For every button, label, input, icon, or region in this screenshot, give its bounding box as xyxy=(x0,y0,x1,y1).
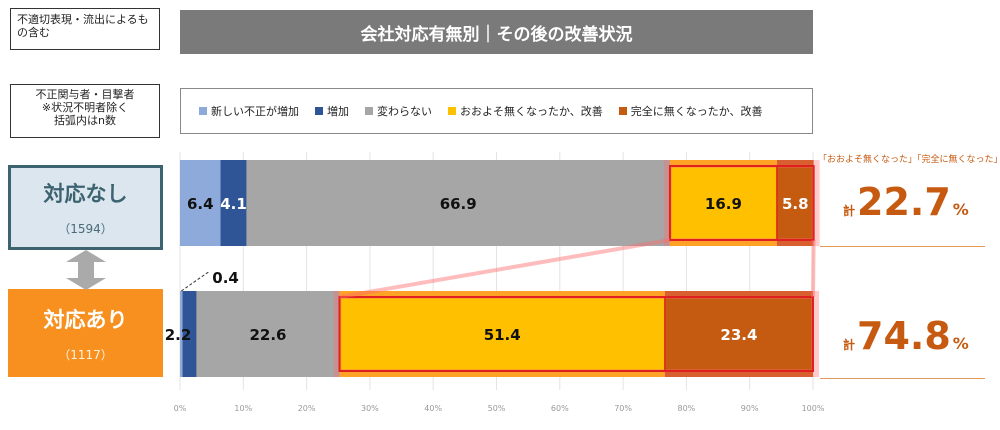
double-arrow-icon xyxy=(66,250,106,290)
legend-label: 完全に無くなったか、改善 xyxy=(630,105,763,118)
legend-swatch xyxy=(365,107,373,115)
total-value: 74.8 xyxy=(857,314,951,358)
legend-item: 新しい不正が増加 xyxy=(199,103,299,119)
legend-label: 変わらない xyxy=(377,105,432,118)
legend: 新しい不正が増加 増加 変わらない おおよそ無くなったか、改善 完全に無くなった… xyxy=(180,88,813,134)
total-with-response: 計74.8% xyxy=(843,314,969,358)
respondents-note-line3: 括弧内はn数 xyxy=(54,114,116,127)
highlight-frame xyxy=(668,165,815,241)
x-tick-label: 40% xyxy=(424,404,442,413)
highlight-frame xyxy=(338,296,814,372)
legend-item: 増加 xyxy=(315,103,349,119)
bar-value-label: 2.2 xyxy=(165,326,192,344)
bar-segment xyxy=(246,160,670,246)
x-tick-label: 30% xyxy=(361,404,379,413)
highlight-glow xyxy=(333,291,819,377)
total-value: 22.7 xyxy=(857,180,951,224)
x-tick-label: 50% xyxy=(488,404,506,413)
bar-segment xyxy=(180,291,183,377)
leader-line xyxy=(180,271,209,292)
respondents-note-line1: 不正関与者・目撃者 xyxy=(35,88,135,101)
bar-segment xyxy=(776,160,814,246)
x-tick-label: 90% xyxy=(741,404,759,413)
total-unit: % xyxy=(952,200,969,219)
total-caption: 「おおよそ無くなった」「完全に無くなった」 xyxy=(818,155,1000,165)
total-prefix: 計 xyxy=(843,338,856,352)
group-label-with-response: 対応あり xyxy=(43,307,128,332)
bar-value-label: 4.1 xyxy=(220,195,247,213)
legend-label: おおよそ無くなったか、改善 xyxy=(460,105,603,118)
bar-segment xyxy=(220,160,247,246)
legend-label: 新しい不正が増加 xyxy=(211,105,299,118)
bar-segment xyxy=(339,291,665,377)
respondents-note: 不正関与者・目撃者 ※状況不明者除く 括弧内はn数 xyxy=(10,84,160,138)
chart-title: 会社対応有無別｜その後の改善状況 xyxy=(180,10,813,54)
total-prefix: 計 xyxy=(843,204,856,218)
total-unit: % xyxy=(952,334,969,353)
bar-value-label: 5.8 xyxy=(782,195,809,213)
total-divider xyxy=(820,246,985,247)
bar-segment xyxy=(182,291,197,377)
bar-value-label: 6.4 xyxy=(187,195,214,213)
total-no-response: 計22.7% xyxy=(843,180,969,224)
bar-segment xyxy=(664,291,813,377)
x-tick-label: 0% xyxy=(174,404,187,413)
bar-segment xyxy=(196,291,340,377)
legend-swatch xyxy=(448,107,456,115)
legend-item: おおよそ無くなったか、改善 xyxy=(448,103,603,119)
bar-segment xyxy=(669,160,777,246)
bar-value-label: 23.4 xyxy=(720,326,757,344)
highlight-connector xyxy=(811,239,816,298)
bar-value-label: 0.4 xyxy=(212,269,239,287)
respondents-note-line2: ※状況不明者除く xyxy=(41,101,129,114)
group-box-with-response: 対応あり （1117） xyxy=(8,289,163,377)
group-n-with-response: （1117） xyxy=(58,347,113,362)
bar-value-label: 22.6 xyxy=(249,326,286,344)
x-tick-label: 60% xyxy=(551,404,569,413)
group-n-no-response: （1594） xyxy=(58,222,113,236)
total-divider xyxy=(820,378,985,379)
x-tick-label: 20% xyxy=(298,404,316,413)
x-tick-label: 100% xyxy=(802,404,825,413)
legend-swatch xyxy=(618,107,627,115)
group-box-no-response: 対応なし （1594） xyxy=(8,165,163,250)
x-tick-label: 70% xyxy=(614,404,632,413)
scope-note-text: 不適切表現・流出によるもの含む xyxy=(17,13,149,39)
bar-value-label: 66.9 xyxy=(440,195,477,213)
highlight-glow xyxy=(663,160,820,246)
x-tick-label: 80% xyxy=(678,404,696,413)
bar-segment xyxy=(180,160,221,246)
bar-value-label: 16.9 xyxy=(705,195,742,213)
x-tick-label: 10% xyxy=(234,404,252,413)
bar-value-label: 51.4 xyxy=(484,326,521,344)
scope-note: 不適切表現・流出によるもの含む xyxy=(10,8,160,50)
legend-item: 完全に無くなったか、改善 xyxy=(618,103,763,119)
legend-label: 増加 xyxy=(327,105,349,118)
legend-item: 変わらない xyxy=(365,103,432,119)
highlight-connector xyxy=(339,238,671,299)
group-label-no-response: 対応なし xyxy=(43,182,128,206)
legend-swatch xyxy=(315,107,323,115)
legend-swatch xyxy=(199,107,207,115)
